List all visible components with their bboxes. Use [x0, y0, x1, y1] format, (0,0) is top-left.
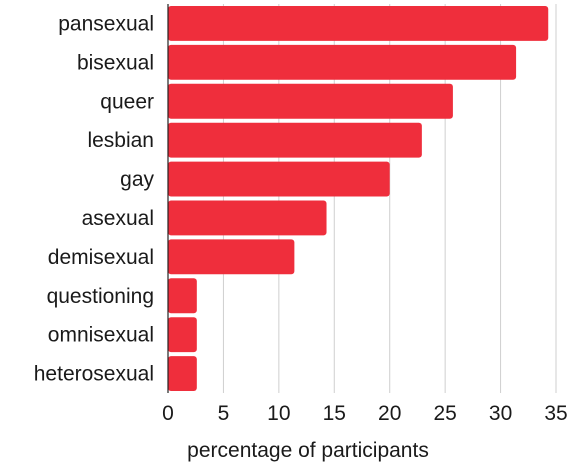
bar-pansexual: [168, 6, 549, 41]
category-label-queer: queer: [100, 90, 154, 113]
bar-queer: [168, 83, 453, 119]
category-label-questioning: questioning: [47, 285, 154, 308]
x-tick-label: 0: [162, 402, 174, 425]
bar-bisexual: [168, 44, 517, 80]
x-tick-label: 35: [544, 402, 567, 425]
x-tick-label: 30: [489, 402, 512, 425]
x-tick-label: 15: [323, 402, 346, 425]
x-axis-title: percentage of participants: [187, 439, 429, 462]
x-tick-label: 10: [267, 402, 290, 425]
bar-asexual: [168, 200, 327, 236]
bar-heterosexual: [168, 356, 197, 391]
category-label-pansexual: pansexual: [58, 12, 154, 35]
bar-lesbian: [168, 122, 422, 158]
x-tick-labels: 0 5 10 15 20 25 30 35: [162, 402, 568, 425]
x-tick-label: 5: [218, 402, 230, 425]
category-label-lesbian: lesbian: [87, 129, 154, 152]
category-label-demisexual: demisexual: [48, 246, 154, 269]
bar-demisexual: [168, 239, 295, 275]
category-label-heterosexual: heterosexual: [34, 363, 154, 386]
x-tick-label: 25: [433, 402, 456, 425]
category-label-bisexual: bisexual: [77, 51, 154, 74]
category-labels: pansexual bisexual queer lesbian gay asexual d…: [34, 12, 155, 385]
category-label-gay: gay: [120, 168, 154, 191]
bar-layer: [168, 6, 549, 391]
bar-gay: [168, 161, 390, 197]
category-label-omnisexual: omnisexual: [48, 324, 154, 347]
category-label-asexual: asexual: [82, 207, 154, 230]
bar-omnisexual: [168, 317, 197, 353]
x-tick-label: 20: [378, 402, 401, 425]
bar-questioning: [168, 278, 197, 314]
